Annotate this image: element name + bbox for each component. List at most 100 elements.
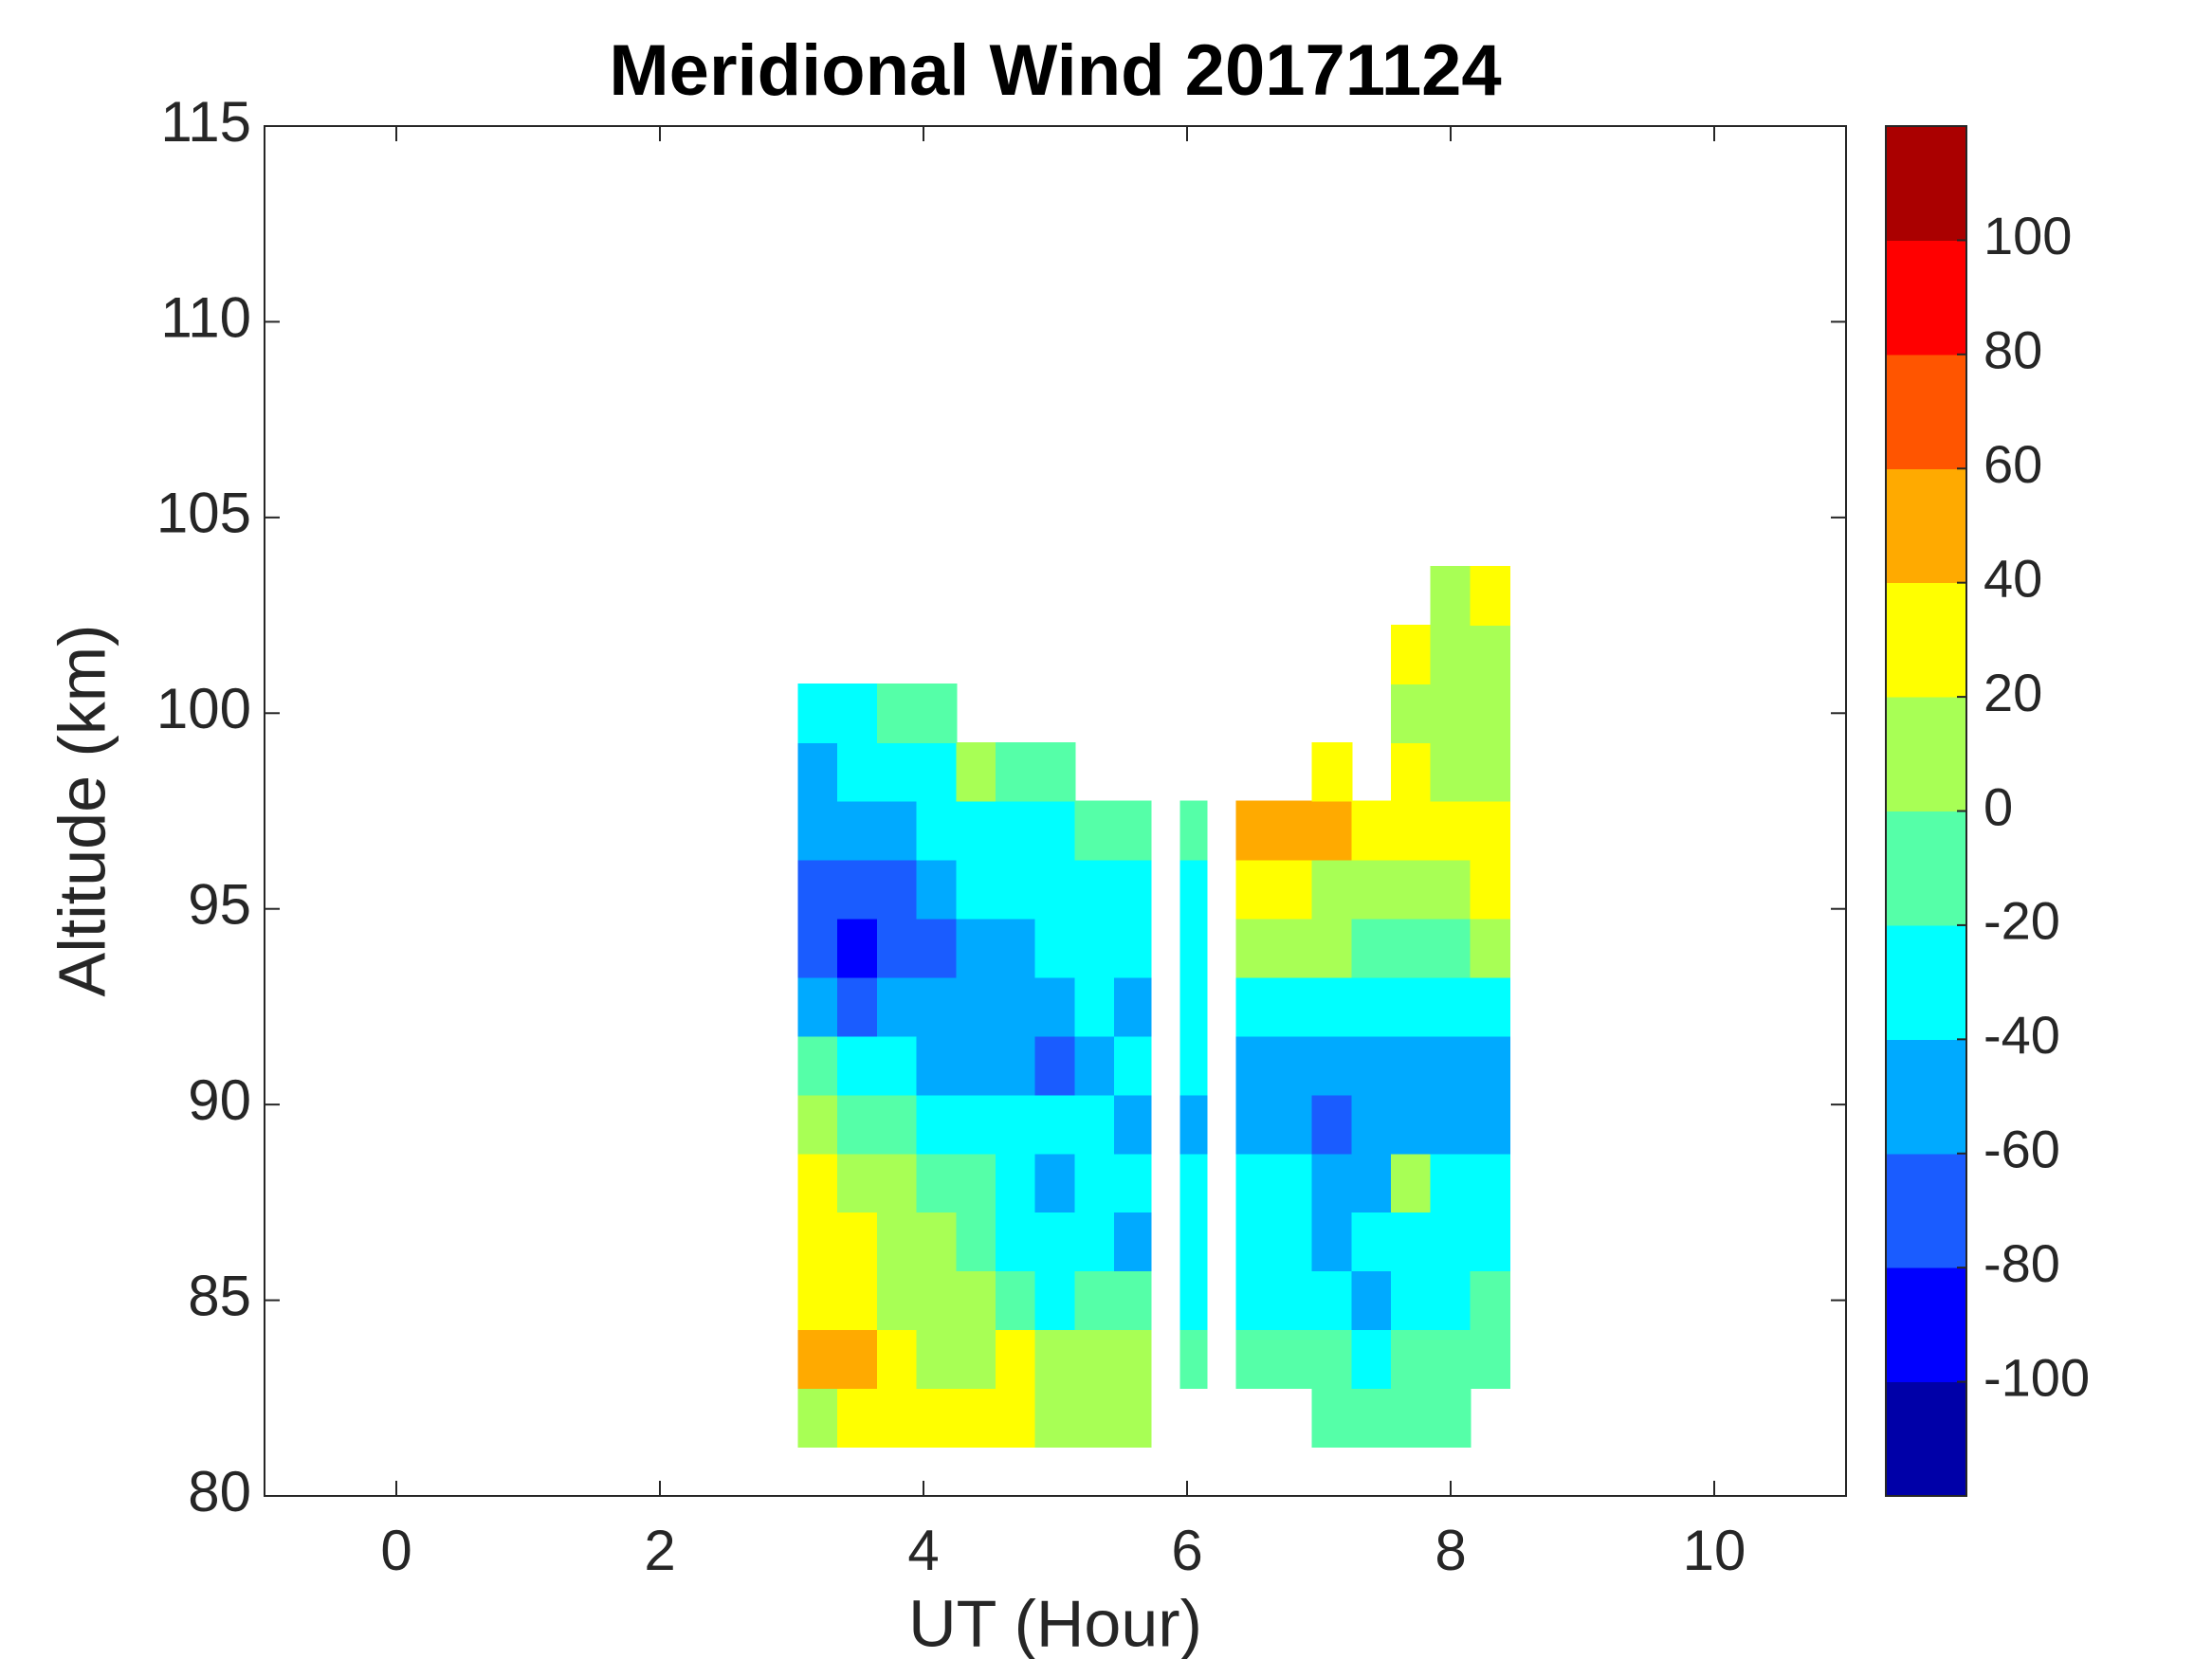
contour-cell [1271,1212,1313,1272]
contour-cell [837,1270,878,1331]
contour-cell [1034,1387,1076,1448]
contour-cell [1351,1329,1392,1389]
contour-cell [837,683,878,743]
y-tick-label: 110 [160,285,251,349]
contour-cell [876,918,918,978]
colorbar-segment [1885,354,1967,469]
contour-cell [916,1035,958,1096]
contour-cell [1114,1153,1152,1213]
contour-cell [995,1153,1036,1213]
contour-cell [1390,800,1432,861]
contour-cell [1470,741,1511,802]
axes: 0 2 4 6 8 10 80 85 90 95 100 105 110 115 -100 -80 -60 -40… [156,90,2090,1582]
contour-cell [797,1035,839,1096]
contour-cell [956,1387,996,1448]
contour-cell [1034,976,1076,1037]
colorbar-tick-label: 0 [1983,776,2013,836]
contour-cell [1034,800,1076,861]
contour-cell [876,1212,918,1272]
contour-cell [1311,918,1353,978]
contour-cell [916,976,958,1037]
contour-cell [1430,918,1472,978]
contour-cell [1311,1094,1353,1155]
colorbar-tick-label: 100 [1983,206,2072,265]
contour-cell [1114,1094,1152,1155]
y-tick-label: 100 [156,677,251,740]
contour-cell [1179,1270,1208,1331]
contour-cell [1311,1270,1353,1331]
y-tick-label: 80 [188,1460,251,1523]
plot-frame [264,125,1847,1497]
contour-cell [1311,859,1353,920]
contour-cell [1114,800,1152,861]
contour-cell [1271,1153,1313,1213]
contour-cell [1351,976,1392,1037]
colorbar-segment [1885,239,1967,356]
contour-cell [1179,859,1208,920]
contour-cell [1074,1035,1116,1096]
contour-cell [797,800,839,861]
contour-cell [1430,1212,1472,1272]
contour-cell [1470,1094,1511,1155]
contour-cell [916,859,958,920]
contour-cell [837,1387,878,1448]
y-tick-label: 95 [188,873,251,937]
contour-cell [876,1153,918,1213]
contour-cell [1390,624,1432,684]
chart-title: Meridional Wind 20171124 [609,30,1501,111]
contour-cell [876,683,918,743]
contour-cell [1470,1212,1511,1272]
contour-cell [1114,1035,1152,1096]
contour-cell [797,1329,839,1389]
contour-cell [1074,1153,1116,1213]
contour-cell [1034,859,1076,920]
contour-cell [995,1094,1036,1155]
contour-cell [1351,918,1392,978]
contour-cell [1430,1153,1472,1213]
contour-cell [1034,1270,1076,1331]
contour-cell [1114,1329,1152,1389]
contour-cell [995,1387,1036,1448]
colorbar-segment [1885,696,1967,811]
contour-cell [1430,1035,1472,1096]
contour-cell [1114,976,1152,1037]
contour-cell [1311,741,1353,802]
contour-cell [1470,918,1511,978]
contour-cell [837,1094,878,1155]
contour-cell [797,918,839,978]
contour-cell [1311,1035,1353,1096]
contour-cell [797,741,839,802]
contour-cell [1390,859,1432,920]
contour-cell [1179,918,1208,978]
contour-cell [1271,859,1313,920]
contour-cell [1179,1094,1208,1155]
contour-cell [797,1212,839,1272]
contour-cell [995,859,1036,920]
contour-cell [1235,1212,1273,1272]
contour-cell [995,1329,1036,1389]
contour-cell [1235,1094,1273,1155]
colorbar-tick-label: 60 [1983,434,2042,494]
y-tick-label: 85 [188,1264,251,1327]
colorbar-segment [1885,811,1967,926]
contour-cell [916,1212,958,1272]
contour-cell [916,683,958,743]
contour-cell [1271,918,1313,978]
colorbar-tick-label: 80 [1983,320,2042,380]
contour-cell [1074,1387,1116,1448]
x-tick-label: 10 [1683,1519,1746,1582]
y-axis-label: Altitude (km) [45,625,119,997]
contour-cell [876,859,918,920]
contour-cell [995,1270,1036,1331]
contour-cell [1114,918,1152,978]
contour-cell [956,1329,996,1389]
contour-cell [1351,1270,1392,1331]
x-tick-label: 6 [1171,1519,1202,1582]
contour-cell [1311,976,1353,1037]
contour-cell [1390,1270,1432,1331]
contour-cell [837,1035,878,1096]
contour-cell [1351,1153,1392,1213]
contour-cell [956,1212,996,1272]
contour-cell [1311,1387,1353,1448]
contour-cell [1430,859,1472,920]
